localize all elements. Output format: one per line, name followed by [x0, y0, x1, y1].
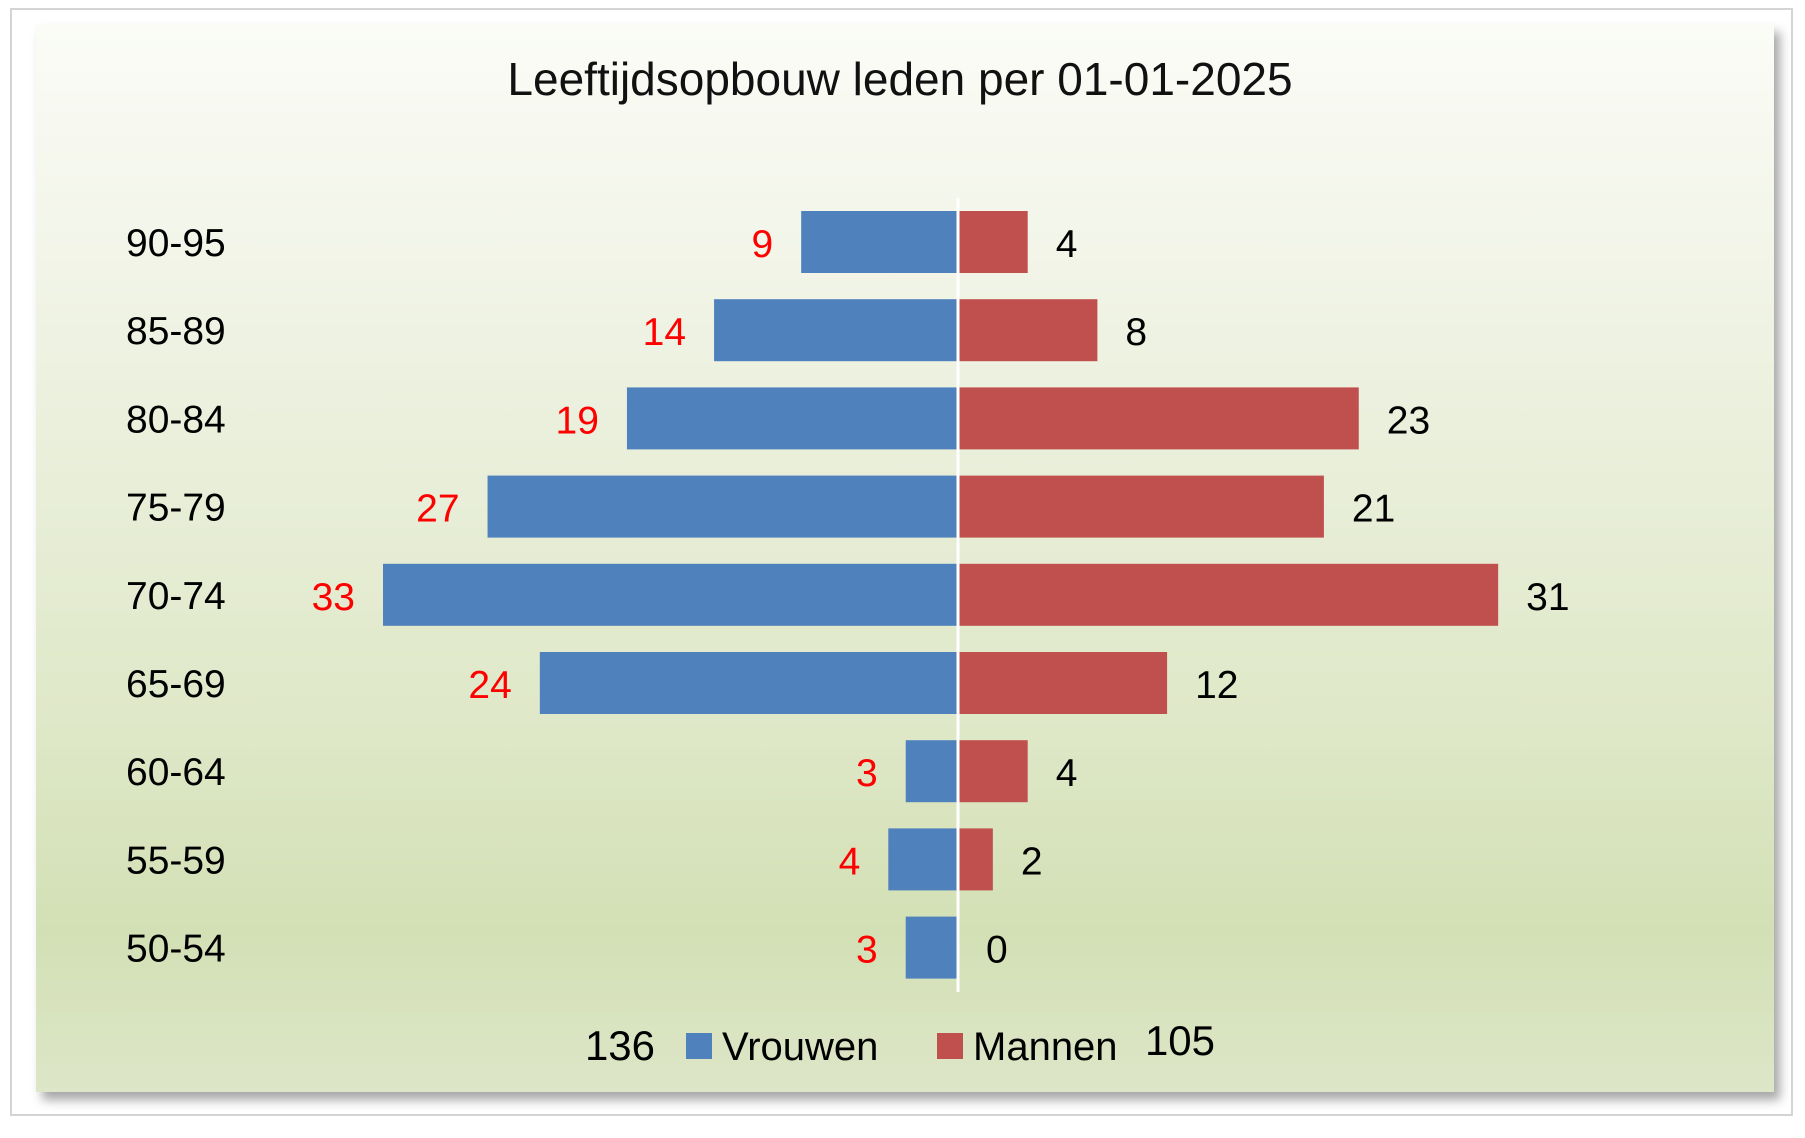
category-label: 50-54 — [126, 928, 226, 971]
data-label-vrouwen: 14 — [643, 311, 686, 354]
data-label-vrouwen: 9 — [751, 223, 773, 266]
category-label: 80-84 — [126, 398, 226, 441]
bar-mannen — [958, 828, 993, 891]
legend-swatch-mannen — [937, 1033, 963, 1059]
category-label: 60-64 — [126, 751, 226, 794]
data-label-mannen: 2 — [1021, 840, 1043, 883]
mannen-bars — [958, 211, 1499, 891]
data-label-mannen: 4 — [1056, 223, 1078, 266]
bar-mannen — [958, 652, 1168, 714]
data-label-mannen: 31 — [1526, 576, 1569, 619]
legend: 136 Vrouwen Mannen 105 — [585, 1017, 1215, 1069]
category-label: 85-89 — [126, 310, 226, 353]
bar-mannen — [958, 299, 1098, 362]
chart-title: Leeftijdsopbouw leden per 01-01-2025 — [507, 53, 1292, 105]
bar-vrouwen — [626, 387, 958, 450]
category-label: 55-59 — [126, 839, 226, 882]
data-label-vrouwen: 4 — [839, 840, 861, 883]
bar-vrouwen — [383, 563, 958, 626]
bar-mannen — [958, 211, 1028, 273]
bar-mannen — [958, 563, 1499, 626]
category-label: 70-74 — [126, 575, 226, 618]
data-label-vrouwen: 27 — [416, 488, 459, 531]
category-label: 90-95 — [126, 222, 226, 265]
bar-mannen — [958, 387, 1359, 450]
data-label-mannen: 21 — [1352, 488, 1395, 531]
bar-vrouwen — [905, 916, 958, 979]
data-label-mannen: 0 — [986, 929, 1008, 972]
legend-swatch-vrouwen — [686, 1033, 712, 1059]
data-label-mannen: 4 — [1056, 752, 1078, 795]
bar-vrouwen — [714, 299, 958, 362]
bar-vrouwen — [487, 475, 958, 538]
chart-panel — [36, 24, 1774, 1092]
bar-vrouwen — [801, 211, 958, 273]
data-label-vrouwen: 19 — [556, 399, 599, 442]
data-label-mannen: 8 — [1125, 311, 1147, 354]
bar-vrouwen — [905, 740, 958, 803]
data-label-mannen: 23 — [1387, 399, 1430, 442]
bar-vrouwen — [539, 652, 958, 714]
mannen-value-labels: 4 8 23 21 31 12 4 2 0 — [986, 223, 1570, 972]
legend-total-vrouwen: 136 — [585, 1022, 655, 1069]
category-label: 65-69 — [126, 663, 226, 706]
bar-mannen — [958, 475, 1324, 538]
data-label-vrouwen: 33 — [312, 576, 355, 619]
bar-mannen — [958, 740, 1028, 803]
legend-total-mannen: 105 — [1145, 1017, 1215, 1064]
bar-vrouwen — [888, 828, 958, 891]
vrouwen-bars — [383, 211, 958, 979]
legend-label-vrouwen: Vrouwen — [722, 1025, 878, 1069]
category-label: 75-79 — [126, 487, 226, 530]
data-label-mannen: 12 — [1195, 664, 1238, 707]
data-label-vrouwen: 3 — [856, 929, 878, 972]
legend-label-mannen: Mannen — [973, 1025, 1118, 1069]
data-label-vrouwen: 3 — [856, 752, 878, 795]
category-labels: 90-95 85-89 80-84 75-79 70-74 65-69 60-64 55-59… — [126, 222, 226, 971]
vrouwen-value-labels: 9 14 19 27 33 24 3 4 3 — [312, 223, 878, 972]
data-label-vrouwen: 24 — [468, 664, 511, 707]
